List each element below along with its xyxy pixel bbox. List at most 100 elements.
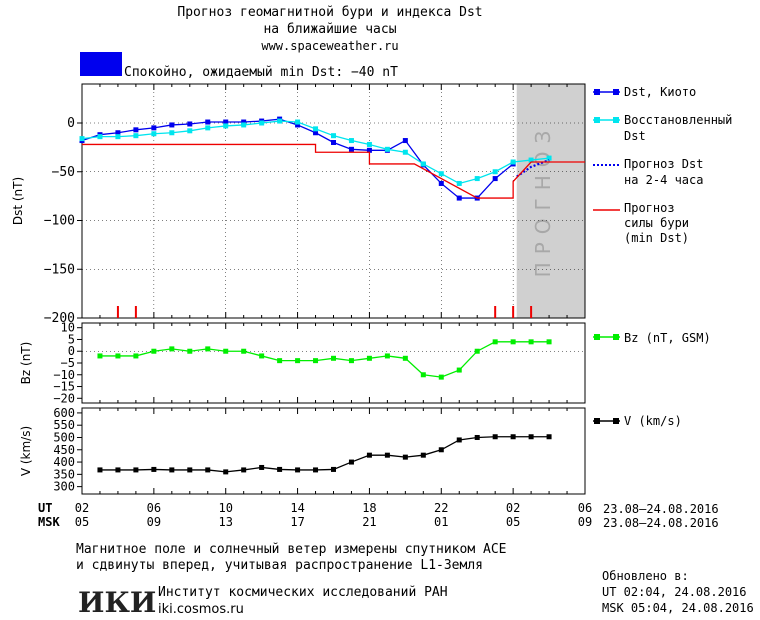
- series-point-v-0: [366, 452, 372, 458]
- updated-ut: UT 02:04, 24.08.2016: [602, 585, 747, 599]
- y-tick-label-dst: −150: [44, 262, 75, 277]
- legend-storm-line1: Прогноз: [624, 201, 675, 215]
- series-point-dst-0: [187, 121, 193, 127]
- series-point-bz-0: [115, 353, 121, 359]
- y-tick-label-bz: −15: [53, 380, 75, 394]
- series-line-dst-2: [516, 159, 550, 178]
- msk-tick-label: 13: [218, 515, 232, 529]
- series-point-bz-0: [420, 372, 426, 378]
- series-point-v-0: [151, 466, 157, 472]
- msk-tick-label: 21: [362, 515, 376, 529]
- msk-tick-label: 01: [434, 515, 448, 529]
- footer-note-line-1: Магнитное поле и солнечный ветер измерен…: [76, 542, 506, 557]
- title-line-1: Прогноз геомагнитной бури и индекса Dst: [177, 5, 482, 20]
- legend-forecast-dst-line2: на 2-4 часа: [624, 173, 703, 187]
- series-point-v-0: [528, 434, 534, 440]
- ut-tick-label: 18: [362, 501, 376, 515]
- series-point-v-0: [546, 434, 552, 440]
- y-tick-label-bz: −10: [53, 368, 75, 382]
- y-tick-label-bz: 5: [68, 332, 75, 346]
- series-line-dst-0: [81, 118, 514, 199]
- series-point-dst-0: [313, 130, 319, 136]
- msk-tick-label: 17: [290, 515, 304, 529]
- series-point-dst-1: [348, 138, 354, 144]
- series-point-bz-0: [133, 353, 139, 359]
- legend-dst-marker-icon: [594, 89, 600, 95]
- legend-forecast-dst-line1: Прогноз Dst: [624, 157, 703, 171]
- series-point-v-0: [313, 467, 319, 473]
- series-point-v-0: [456, 437, 462, 443]
- ut-tick-label: 14: [290, 501, 304, 515]
- legend-restored-marker-icon: [613, 117, 619, 123]
- series-point-v-0: [223, 469, 229, 475]
- ut-tick-label: 06: [147, 501, 161, 515]
- series-point-bz-0: [528, 339, 534, 345]
- y-tick-label-v: 300: [53, 480, 75, 494]
- series-point-dst-1: [115, 134, 121, 140]
- series-point-dst-1: [187, 128, 193, 134]
- forecast-label: ПРОГНОЗ: [531, 123, 555, 278]
- series-point-bz-0: [277, 358, 283, 364]
- series-point-v-0: [438, 447, 444, 453]
- y-tick-label-dst: −50: [52, 165, 75, 180]
- ut-tick-label: 22: [434, 501, 448, 515]
- series-point-dst-0: [348, 146, 354, 152]
- legend-restored-line2: Dst: [624, 129, 646, 143]
- series-point-dst-0: [151, 125, 157, 131]
- series-point-v-0: [492, 434, 498, 440]
- axis-ticks: 0−50−100−150−2001050−5−10−15−20600550500…: [44, 84, 586, 494]
- series-point-dst-1: [331, 133, 336, 139]
- series-point-dst-0: [366, 147, 372, 153]
- series-point-dst-0: [133, 127, 139, 133]
- series-point-dst-0: [169, 122, 175, 128]
- series-point-dst-0: [492, 176, 498, 182]
- series-point-bz-0: [223, 348, 229, 354]
- msk-axis-label: MSK: [38, 515, 60, 529]
- series-point-bz-0: [313, 358, 319, 364]
- series-point-v-0: [331, 466, 336, 472]
- series-point-bz-0: [366, 355, 372, 361]
- y-tick-label-v: 550: [53, 418, 75, 432]
- series-point-bz-0: [151, 348, 157, 354]
- series-point-dst-0: [205, 119, 211, 125]
- grid: [81, 84, 586, 352]
- series-point-v-0: [295, 467, 301, 473]
- dst-panel-frame: [81, 83, 586, 319]
- institute-name: Институт космических исследований РАН: [158, 585, 448, 600]
- series-point-dst-0: [241, 119, 247, 125]
- series-point-dst-1: [133, 133, 139, 139]
- series-point-v-0: [384, 452, 390, 458]
- series-point-bz-0: [492, 339, 498, 345]
- series-point-v-0: [277, 466, 283, 472]
- y-tick-label-bz: 10: [61, 321, 75, 335]
- series-point-dst-0: [331, 140, 336, 145]
- legend-dst-kyoto: Dst, Киото: [624, 85, 696, 99]
- series-point-dst-1: [295, 119, 301, 125]
- series-line-v-0: [99, 436, 550, 473]
- series-point-dst-1: [384, 146, 390, 152]
- ut-axis-label: UT: [38, 501, 52, 515]
- ut-tick-label: 02: [506, 501, 520, 515]
- msk-tick-label: 09: [147, 515, 161, 529]
- series-point-dst-1: [420, 161, 426, 167]
- status-color-box: [80, 52, 122, 76]
- y-tick-label-v: 450: [53, 443, 75, 457]
- bz-ylabel: Bz (nT): [19, 342, 33, 385]
- series-point-bz-0: [438, 374, 444, 380]
- series-point-dst-0: [438, 180, 444, 186]
- series-point-dst-1: [313, 126, 319, 132]
- series-point-bz-0: [97, 353, 103, 359]
- series-point-v-0: [169, 467, 175, 473]
- series-point-dst-0: [402, 138, 408, 144]
- legend-bz: Bz (nT, GSM): [624, 331, 711, 345]
- series-point-v-0: [259, 464, 265, 470]
- series-point-dst-0: [115, 130, 121, 136]
- time-tick-labels: 02 06 10 14 18 22 02 06 05 09 13 17 21 01 05 09: [75, 501, 592, 529]
- series-point-bz-0: [402, 355, 408, 361]
- series-point-dst-1: [528, 157, 534, 163]
- series-point-v-0: [187, 467, 193, 473]
- ut-tick-label: 06: [578, 501, 592, 515]
- status-text: Спокойно, ожидаемый min Dst: −40 nT: [124, 65, 398, 80]
- legend-restored-line1: Восстановленный: [624, 113, 732, 127]
- series-point-dst-1: [241, 122, 247, 128]
